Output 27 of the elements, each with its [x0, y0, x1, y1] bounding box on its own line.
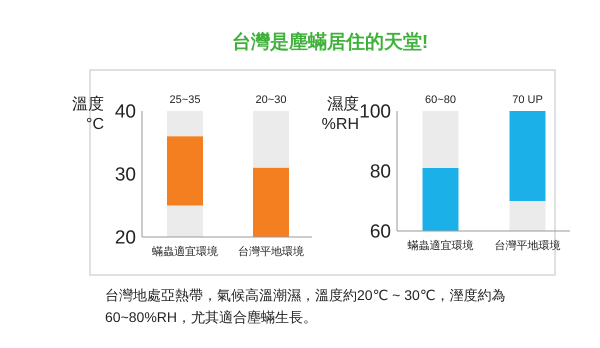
chart-title: 台灣是塵蟎居住的天堂! [232, 31, 428, 53]
x-tick-label: 蟎蟲適宜環境 [408, 239, 474, 252]
bar [167, 136, 203, 206]
bar [422, 168, 458, 231]
bar [167, 111, 203, 136]
bar [167, 206, 203, 237]
text: 台灣地處亞熱帶，氣候高溫潮濕，溫度約20℃ ~ 30℃，溼度約為60~80%RH，尤其適合塵蟎生長。 [105, 287, 506, 325]
bar [510, 111, 546, 201]
y-tick-label: 80 [370, 162, 391, 183]
y-tick-label: 40 [114, 102, 136, 123]
y-axis-title: 濕度 %RH [322, 95, 359, 133]
annotation: 25~35 [170, 94, 200, 106]
y-axis-title: 溫度 °C [72, 95, 104, 133]
bar [422, 111, 458, 168]
bar [253, 111, 289, 168]
x-tick-label: 台灣平地環境 [238, 245, 304, 258]
y-tick-label: 100 [359, 102, 391, 123]
x-tick-label: 台灣平地環境 [494, 239, 560, 252]
y-tick-label: 30 [114, 164, 136, 186]
y-tick-label: 60 [370, 222, 391, 243]
annotation: 70 UP [512, 94, 543, 106]
x-tick-label: 蟎蟲適宜環境 [152, 245, 218, 258]
bar [253, 168, 289, 237]
annotation: 20~30 [256, 94, 286, 106]
y-tick-label: 20 [114, 228, 136, 249]
bar [510, 201, 546, 231]
annotation: 60~80 [425, 94, 456, 106]
